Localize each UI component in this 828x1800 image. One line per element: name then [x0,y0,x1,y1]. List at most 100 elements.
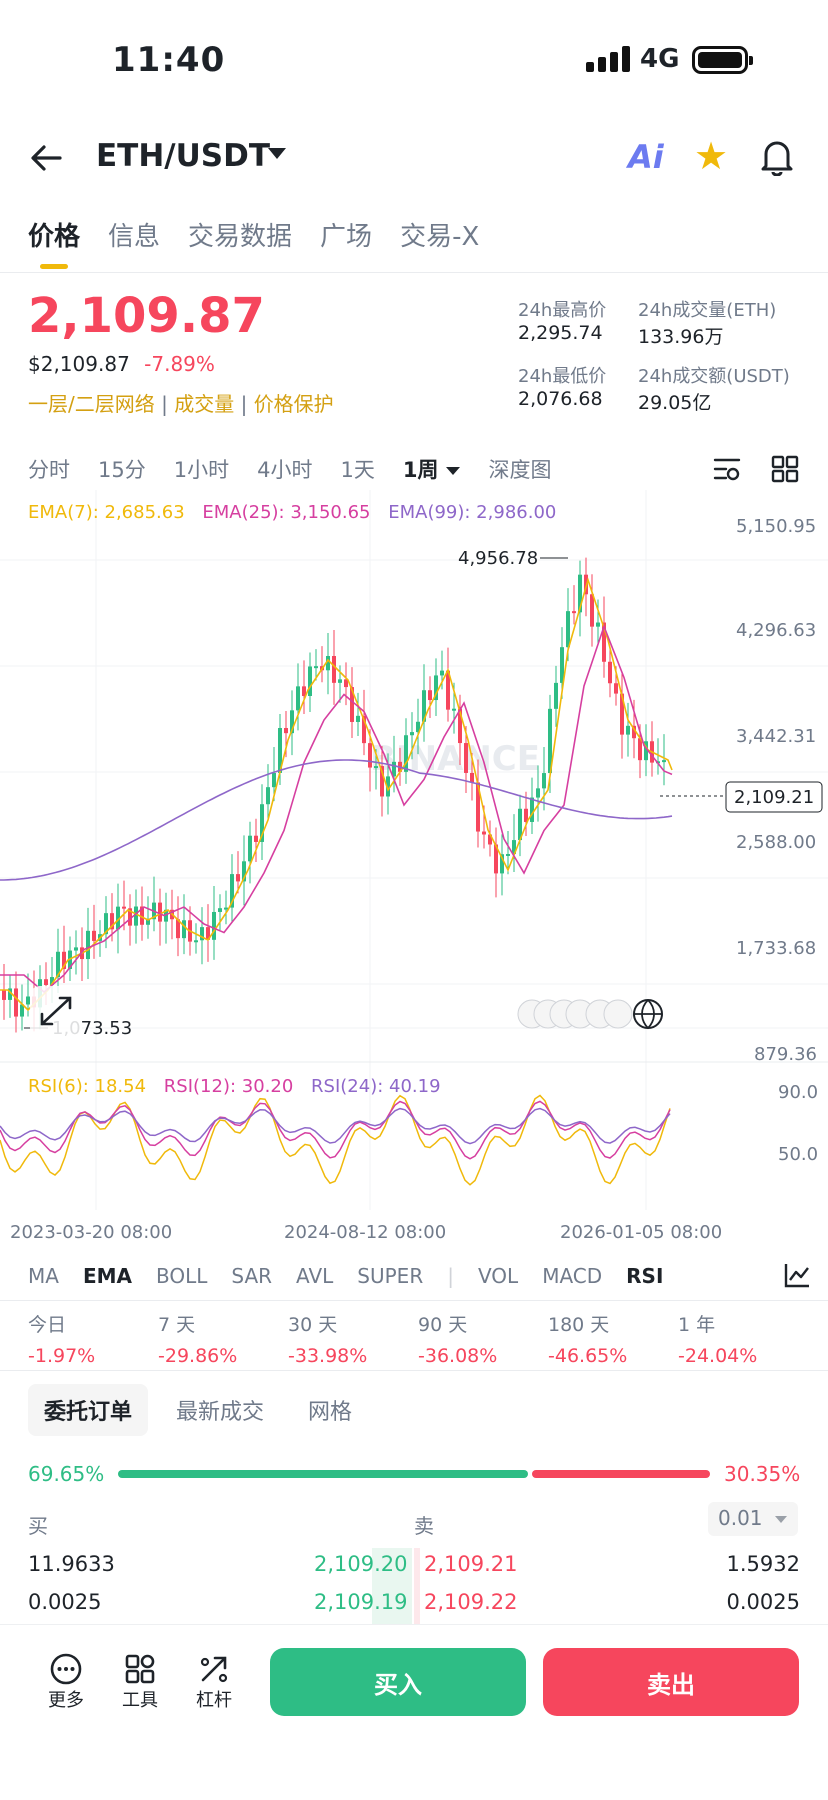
candle-body [236,874,240,882]
ind-super[interactable]: SUPER [357,1264,424,1288]
candle-body [122,906,126,909]
bid-price: 2,109.19 [314,1590,408,1614]
bid-qty: 11.9633 [28,1552,115,1576]
perf-value: -46.65% [548,1345,628,1367]
candle-body [404,735,408,772]
back-arrow-icon[interactable] [28,140,68,180]
bell-icon[interactable] [760,138,794,177]
candle-body [368,743,372,768]
candle-body [266,787,270,805]
price-chart[interactable]: BINANCE 4,956.78 1,073.53 2,109.21 [0,490,828,1220]
ask-depth-bg [414,1548,420,1624]
candle-body [218,908,222,912]
orderbook-row[interactable]: 0.0025 2,109.19 2,109.22 0.0025 [28,1586,800,1624]
grid-layout-icon[interactable] [770,454,800,484]
ema25-line [0,624,673,994]
chevron-down-icon[interactable] [268,148,286,159]
tools-button[interactable]: 工具 [110,1652,170,1712]
ind-vol[interactable]: VOL [477,1264,519,1288]
tab-latest-trades[interactable]: 最新成交 [176,1400,265,1425]
candle-body [440,670,444,676]
vol-usdt-value: 29.05亿 [638,392,712,414]
low-label: 24h最低价 [518,366,607,387]
ind-ma[interactable]: MA [28,1264,59,1288]
perf-7d: 7 天 -29.86% [158,1310,288,1367]
interval-depth[interactable]: 深度图 [488,458,552,482]
candle-body [200,927,204,941]
buy-button[interactable]: 买入 [270,1648,526,1716]
expand-icon[interactable] [30,986,82,1038]
candle-body [446,670,450,710]
sell-button[interactable]: 卖出 [543,1648,799,1716]
pair-title[interactable]: ETH/USDT [96,138,270,174]
candle-body [620,693,624,735]
tag-separator: | [240,392,254,416]
indicator-settings-icon[interactable] [782,1260,812,1290]
chart-settings-icon[interactable] [712,454,742,484]
tag-layer[interactable]: 一层/二层网络 [28,392,155,416]
ind-rsi[interactable]: RSI [626,1264,664,1288]
interval-1w-label: 1周 [402,458,439,482]
interval-1d[interactable]: 1天 [340,458,375,482]
candle-body [194,940,198,943]
price-tick: 3,442.31 [736,726,817,747]
tab-orders[interactable]: 委托订单 [28,1384,149,1436]
candle-body [542,773,546,789]
vol-eth-label: 24h成交量(ETH) [638,300,777,321]
tab-info[interactable]: 信息 [108,222,161,252]
candle-body [146,919,150,925]
rsi6-line [0,1094,671,1186]
ind-boll[interactable]: BOLL [155,1264,208,1288]
perf-value: -24.04% [678,1345,758,1367]
candle-body [260,804,264,842]
candle-body [74,947,78,951]
candle-body [548,708,552,774]
tab-price[interactable]: 价格 [28,222,81,252]
sell-ratio-bar [532,1470,710,1478]
tag-volume[interactable]: 成交量 [174,392,235,416]
orderbook-row[interactable]: 11.9633 2,109.20 2,109.21 1.5932 [28,1548,800,1586]
perf-1y: 1 年 -24.04% [678,1310,808,1367]
tools-label: 工具 [122,1690,158,1711]
interval-1w[interactable]: 1周 [403,454,461,484]
candle-body [140,906,144,925]
candle-body [476,782,480,832]
tab-trade-x[interactable]: 交易-X [400,222,480,252]
star-icon[interactable]: ★ [694,134,729,178]
buy-ratio: 69.65% [28,1462,105,1486]
ai-icon[interactable]: Ai [628,138,664,176]
ind-avl[interactable]: AVL [296,1264,334,1288]
more-button[interactable]: 更多 [36,1652,96,1712]
tab-square[interactable]: 广场 [320,222,373,252]
ind-ema[interactable]: EMA [82,1264,132,1288]
candle-body [128,908,132,926]
ind-sar[interactable]: SAR [231,1264,273,1288]
candle-body [536,788,540,798]
candle-body [92,930,96,941]
more-label: 更多 [48,1690,84,1711]
interval-15m[interactable]: 15分 [98,458,146,482]
vol-eth-value: 133.96万 [638,326,724,348]
leverage-button[interactable]: 杠杆 [184,1652,244,1712]
vol-usdt-label: 24h成交额(USDT) [638,366,790,387]
tab-grid[interactable]: 网格 [308,1400,353,1425]
price-tick: 2,588.00 [736,832,817,853]
precision-select[interactable]: 0.01 [708,1502,798,1536]
tag-protection[interactable]: 价格保护 [253,392,334,416]
interval-time[interactable]: 分时 [28,458,70,482]
tag-row: 一层/二层网络 | 成交量 | 价格保护 [28,388,334,417]
candle-body [278,728,282,773]
rsi24-line [0,1107,671,1145]
candle-body [482,831,486,835]
interval-1h[interactable]: 1小时 [173,458,230,482]
tab-trade-data[interactable]: 交易数据 [188,222,293,252]
news-markers[interactable] [517,999,663,1030]
candle-body [380,766,384,797]
rsi12-line [0,1100,671,1160]
divider [0,1370,828,1371]
usd-price: $2,109.87 [28,352,130,376]
rsi-legend: RSI(6): 18.54 RSI(12): 30.20 RSI(24): 40… [28,1076,441,1097]
ind-macd[interactable]: MACD [542,1264,603,1288]
interval-4h[interactable]: 4小时 [257,458,313,482]
perf-90d: 90 天 -36.08% [418,1310,548,1367]
